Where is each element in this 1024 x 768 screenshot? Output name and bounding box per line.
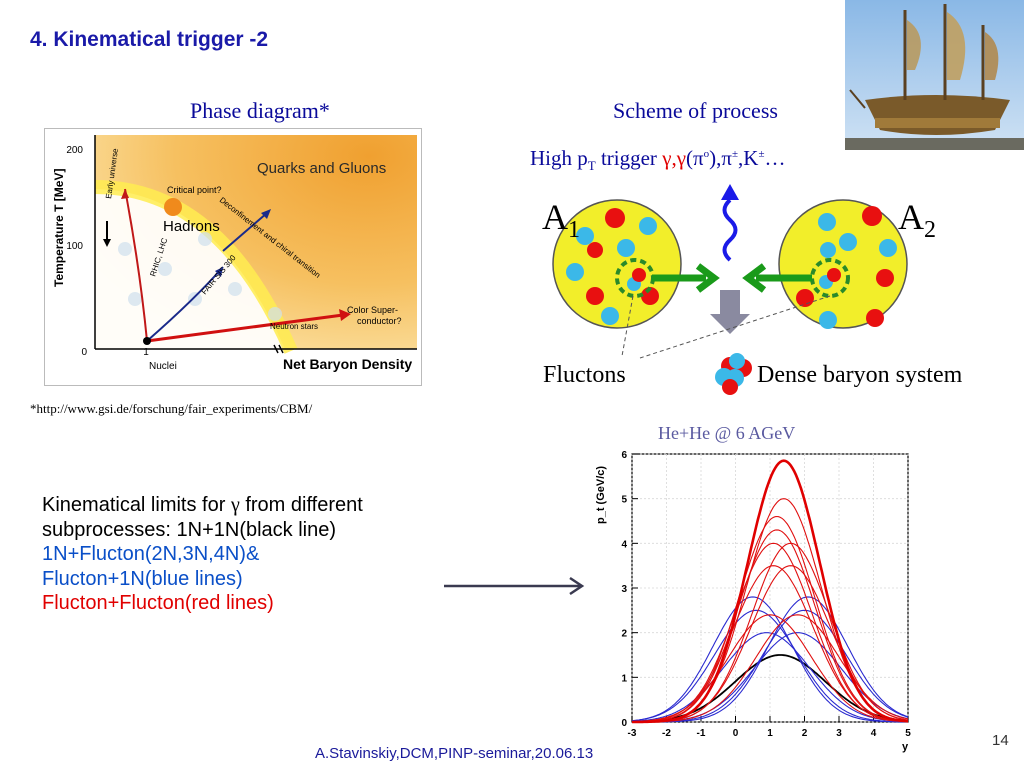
y-tick-200: 200 (66, 145, 83, 156)
trigger-k-sup: ± (758, 148, 765, 160)
desc-line-3: 1N+Flucton(2N,3N,4N)& (42, 543, 260, 565)
a2-sub: 2 (924, 217, 936, 244)
page-number: 14 (992, 732, 1009, 749)
rhic-lhc-trajectory (124, 188, 148, 342)
y-tick-0: 0 (81, 347, 87, 358)
x-axis-label: y (902, 741, 909, 753)
x-tick-label-5: 2 (802, 728, 808, 739)
y-tick-label-1: 1 (621, 673, 627, 684)
hadrons-label: Hadrons (163, 218, 220, 235)
phase-diagram-figure: 200 100 0 1 Nuclei Net Baryon Density Te… (44, 128, 422, 386)
x-tick-label-4: 1 (767, 728, 773, 739)
a2-letter: A (898, 197, 924, 237)
nuclei-label: Nuclei (149, 361, 177, 372)
trigger-word: trigger (595, 146, 663, 170)
dense-baryon-label: Dense baryon system (757, 362, 963, 388)
y-tick-label-6: 6 (621, 450, 627, 461)
y-tick-label-3: 3 (621, 584, 627, 595)
desc-line-1: Kinematical limits for γ from different (42, 493, 482, 518)
fluctons-label: Fluctons (543, 362, 626, 388)
trigger-pm-sup: ± (731, 148, 739, 160)
nucleus-a2 (778, 199, 908, 329)
nucleons-a2 (796, 206, 897, 329)
nucleus-a1-label: A1 (542, 196, 580, 244)
x-tick-label-2: -1 (697, 728, 706, 739)
critical-point-label: Critical point? (167, 185, 222, 195)
nucleons-a1 (566, 208, 659, 325)
series-line-blue-1 (631, 632, 909, 723)
flucton-a2 (810, 258, 850, 298)
y-axis-label: Temperature T [MeV] (52, 169, 66, 287)
quarks-gluons-label: Quarks and Gluons (257, 160, 386, 177)
nucleus-a2-label: A2 (898, 196, 936, 244)
pointer-arrow (444, 576, 585, 596)
x-tick-label-6: 3 (836, 728, 842, 739)
phase-diagram-heading: Phase diagram* (190, 98, 330, 123)
y-axis-label: p_t (GeV/c) (595, 466, 607, 524)
photon-arrow-head (721, 184, 739, 200)
desc-line-2: subprocesses: 1N+1N(black line) (42, 518, 337, 541)
trigger-k: ,K (738, 146, 759, 170)
critical-point-marker (164, 198, 182, 216)
series-line-blue-6 (632, 596, 909, 723)
color-super-label-2: conductor? (357, 316, 402, 326)
ship-photo (845, 0, 1024, 150)
y-tick-label-0: 0 (621, 718, 627, 729)
hadron-blobs (118, 232, 282, 321)
neutron-star-arrow (146, 313, 344, 343)
flucton-pointer-1 (621, 295, 634, 357)
hadron-region (95, 189, 285, 349)
x-tick-label-1: -2 (662, 728, 671, 739)
deconfinement-arrow (222, 212, 268, 252)
description: Kinematical limits for γ from different … (42, 493, 482, 616)
series-line-red_bold-16 (632, 459, 909, 724)
y-tick-label-5: 5 (621, 495, 627, 506)
desc-line-1a: Kinematical limits for (42, 494, 231, 516)
x-tick-label-8: 5 (905, 728, 911, 739)
desc-gamma: γ (230, 494, 240, 516)
x-tick-1: 1 (143, 347, 149, 358)
scheme-heading: Scheme of process (613, 98, 778, 123)
footer-credit: A.Stavinskiy,DCM,PINP-seminar,20.06.13 (315, 745, 594, 762)
footnote: *http://www.gsi.de/forschung/fair_experi… (30, 401, 313, 416)
color-super-label: Color Super- (347, 305, 398, 315)
process-scheme (552, 184, 908, 395)
x-tick-label-7: 4 (871, 728, 877, 739)
down-arrow-body (720, 290, 740, 316)
x-axis-label: Net Baryon Density (283, 356, 412, 372)
series-line-blue-3 (631, 609, 909, 723)
trigger-pi0-sup: o (703, 148, 710, 160)
y-tick-100: 100 (66, 241, 83, 252)
x-tick-label-3: 0 (733, 728, 739, 739)
desc-line-1b: from different (239, 494, 363, 516)
fair-trajectory (146, 266, 224, 342)
series-line-red-14 (631, 515, 909, 723)
desc-line-5: Flucton+Flucton(red lines) (42, 592, 274, 614)
neutron-stars-label: Neutron stars (270, 322, 318, 331)
trigger-prefix: High p (530, 146, 588, 170)
trigger-gamma: γ,γ (662, 146, 686, 170)
trigger-sub: T (587, 158, 596, 174)
a1-sub: 1 (568, 217, 580, 244)
trigger-pi0: (π (686, 146, 704, 170)
trigger-dots: … (764, 146, 786, 170)
series-line-red-11 (631, 542, 909, 723)
photon-wave (722, 198, 738, 262)
series-line-blue-5 (631, 596, 908, 723)
y-tick-label-4: 4 (621, 539, 627, 550)
slide-title: 4. Kinematical trigger -2 (30, 28, 269, 51)
x-tick-label-0: -3 (628, 728, 637, 739)
down-arrow-head (710, 314, 750, 334)
dense-baryon-cluster (715, 353, 752, 395)
trigger-line: High pT trigger γ,γ(πo),π±,K±… (530, 146, 785, 174)
a1-letter: A (542, 197, 568, 237)
flucton-pointer-2 (639, 295, 831, 359)
desc-line-4: Flucton+1N(blue lines) (42, 567, 243, 590)
trigger-rest: ),π (709, 146, 732, 170)
chart-title: He+He @ 6 AGeV (658, 423, 796, 443)
y-tick-label-2: 2 (621, 629, 627, 640)
kinematic-chart: -3 -2 -1 0 1 2 3 4 5 0 1 2 3 4 5 6 y p_t (GeV/c) (595, 450, 911, 753)
